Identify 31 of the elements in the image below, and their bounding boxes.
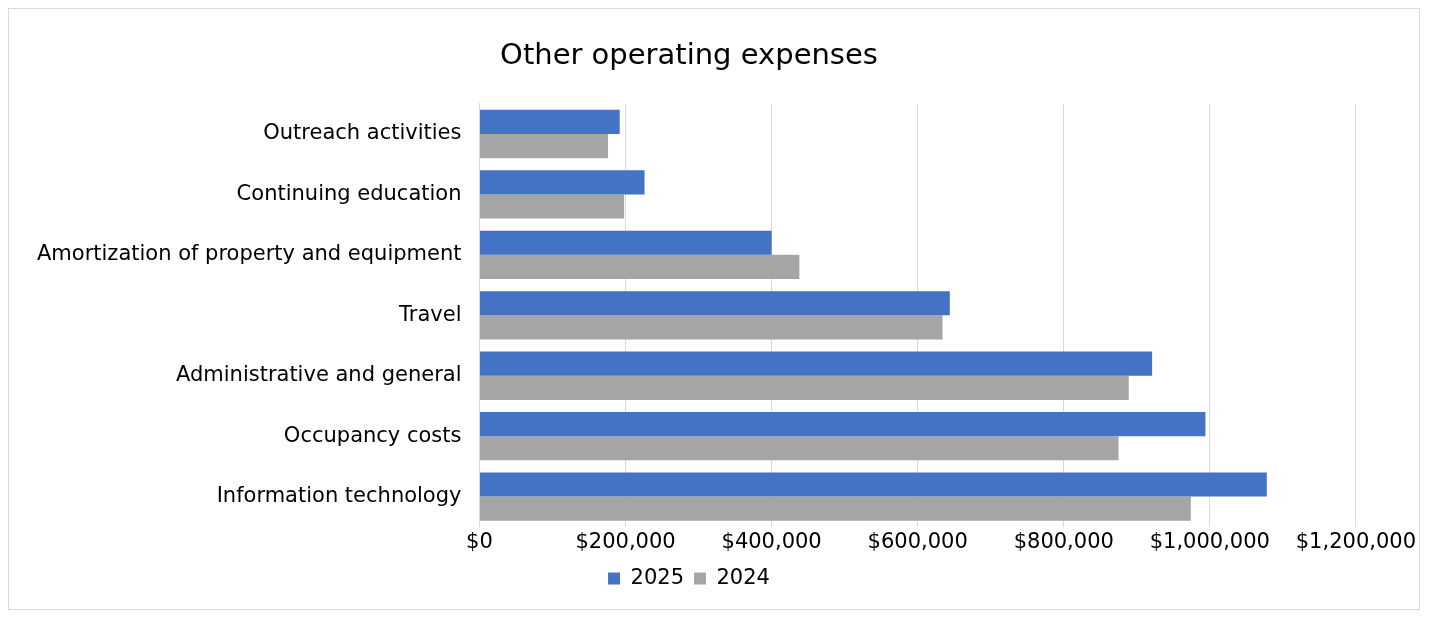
x-tick-label: $400,000	[721, 528, 822, 553]
y-tick-label: Occupancy costs	[283, 422, 462, 447]
bar	[479, 472, 1267, 497]
y-tick-label: Travel	[398, 301, 462, 326]
x-tick-label: $200,000	[575, 528, 676, 553]
x-tick-label: $800,000	[1013, 528, 1114, 553]
bar	[479, 109, 620, 135]
x-tick-label: $600,000	[867, 528, 968, 553]
bar	[479, 291, 950, 316]
bar	[479, 496, 1191, 521]
bar	[479, 315, 943, 340]
bar	[479, 351, 1153, 376]
y-tick-label: Administrative and general	[175, 362, 462, 387]
bar	[479, 411, 1206, 437]
x-tick-label: $0	[466, 528, 493, 553]
y-tick-label: Information technology	[216, 483, 462, 508]
bar	[479, 194, 625, 219]
bar	[479, 436, 1119, 461]
y-tick-label: Outreach activities	[263, 120, 462, 145]
bar	[479, 230, 772, 255]
bar	[479, 375, 1129, 400]
x-tick-label: $1,200,000	[1295, 528, 1417, 553]
y-tick-label: Amortization of property and equipment	[37, 241, 462, 266]
y-tick-label: Continuing education	[236, 180, 462, 205]
x-tick-label: $1,000,000	[1149, 528, 1270, 553]
legend-label: 2025	[630, 564, 685, 589]
chart-title: Other operating expenses	[500, 36, 878, 71]
bar	[479, 254, 800, 280]
bar	[479, 170, 645, 195]
legend-label: 2024	[716, 564, 770, 589]
bar	[479, 134, 609, 159]
